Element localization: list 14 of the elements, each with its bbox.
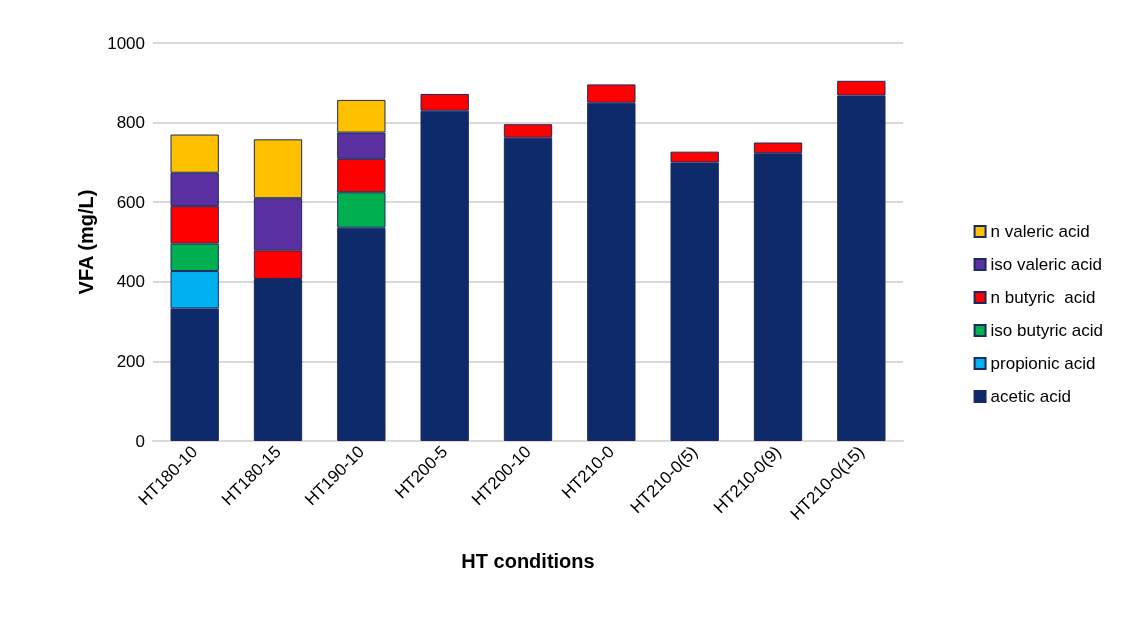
y-axis-title: VFA (mg/L) — [75, 189, 98, 295]
y-tick-label: 800 — [116, 113, 145, 133]
y-tick-label: 600 — [116, 192, 145, 212]
y-tick-label: 0 — [135, 431, 145, 451]
legend-label: iso butyric acid — [990, 321, 1103, 340]
legend-label: acetic acid — [990, 387, 1071, 406]
legend-label: n butyric acid — [990, 288, 1096, 307]
legend-label: propionic acid — [990, 354, 1096, 373]
y-tick-label: 1000 — [107, 33, 145, 53]
y-tick-label: 200 — [116, 351, 145, 371]
legend-label: iso valeric acid — [990, 255, 1103, 274]
y-tick-label: 400 — [116, 272, 145, 292]
legend-label: n valeric acid — [990, 222, 1090, 241]
x-axis-title: HT conditions — [461, 550, 595, 572]
